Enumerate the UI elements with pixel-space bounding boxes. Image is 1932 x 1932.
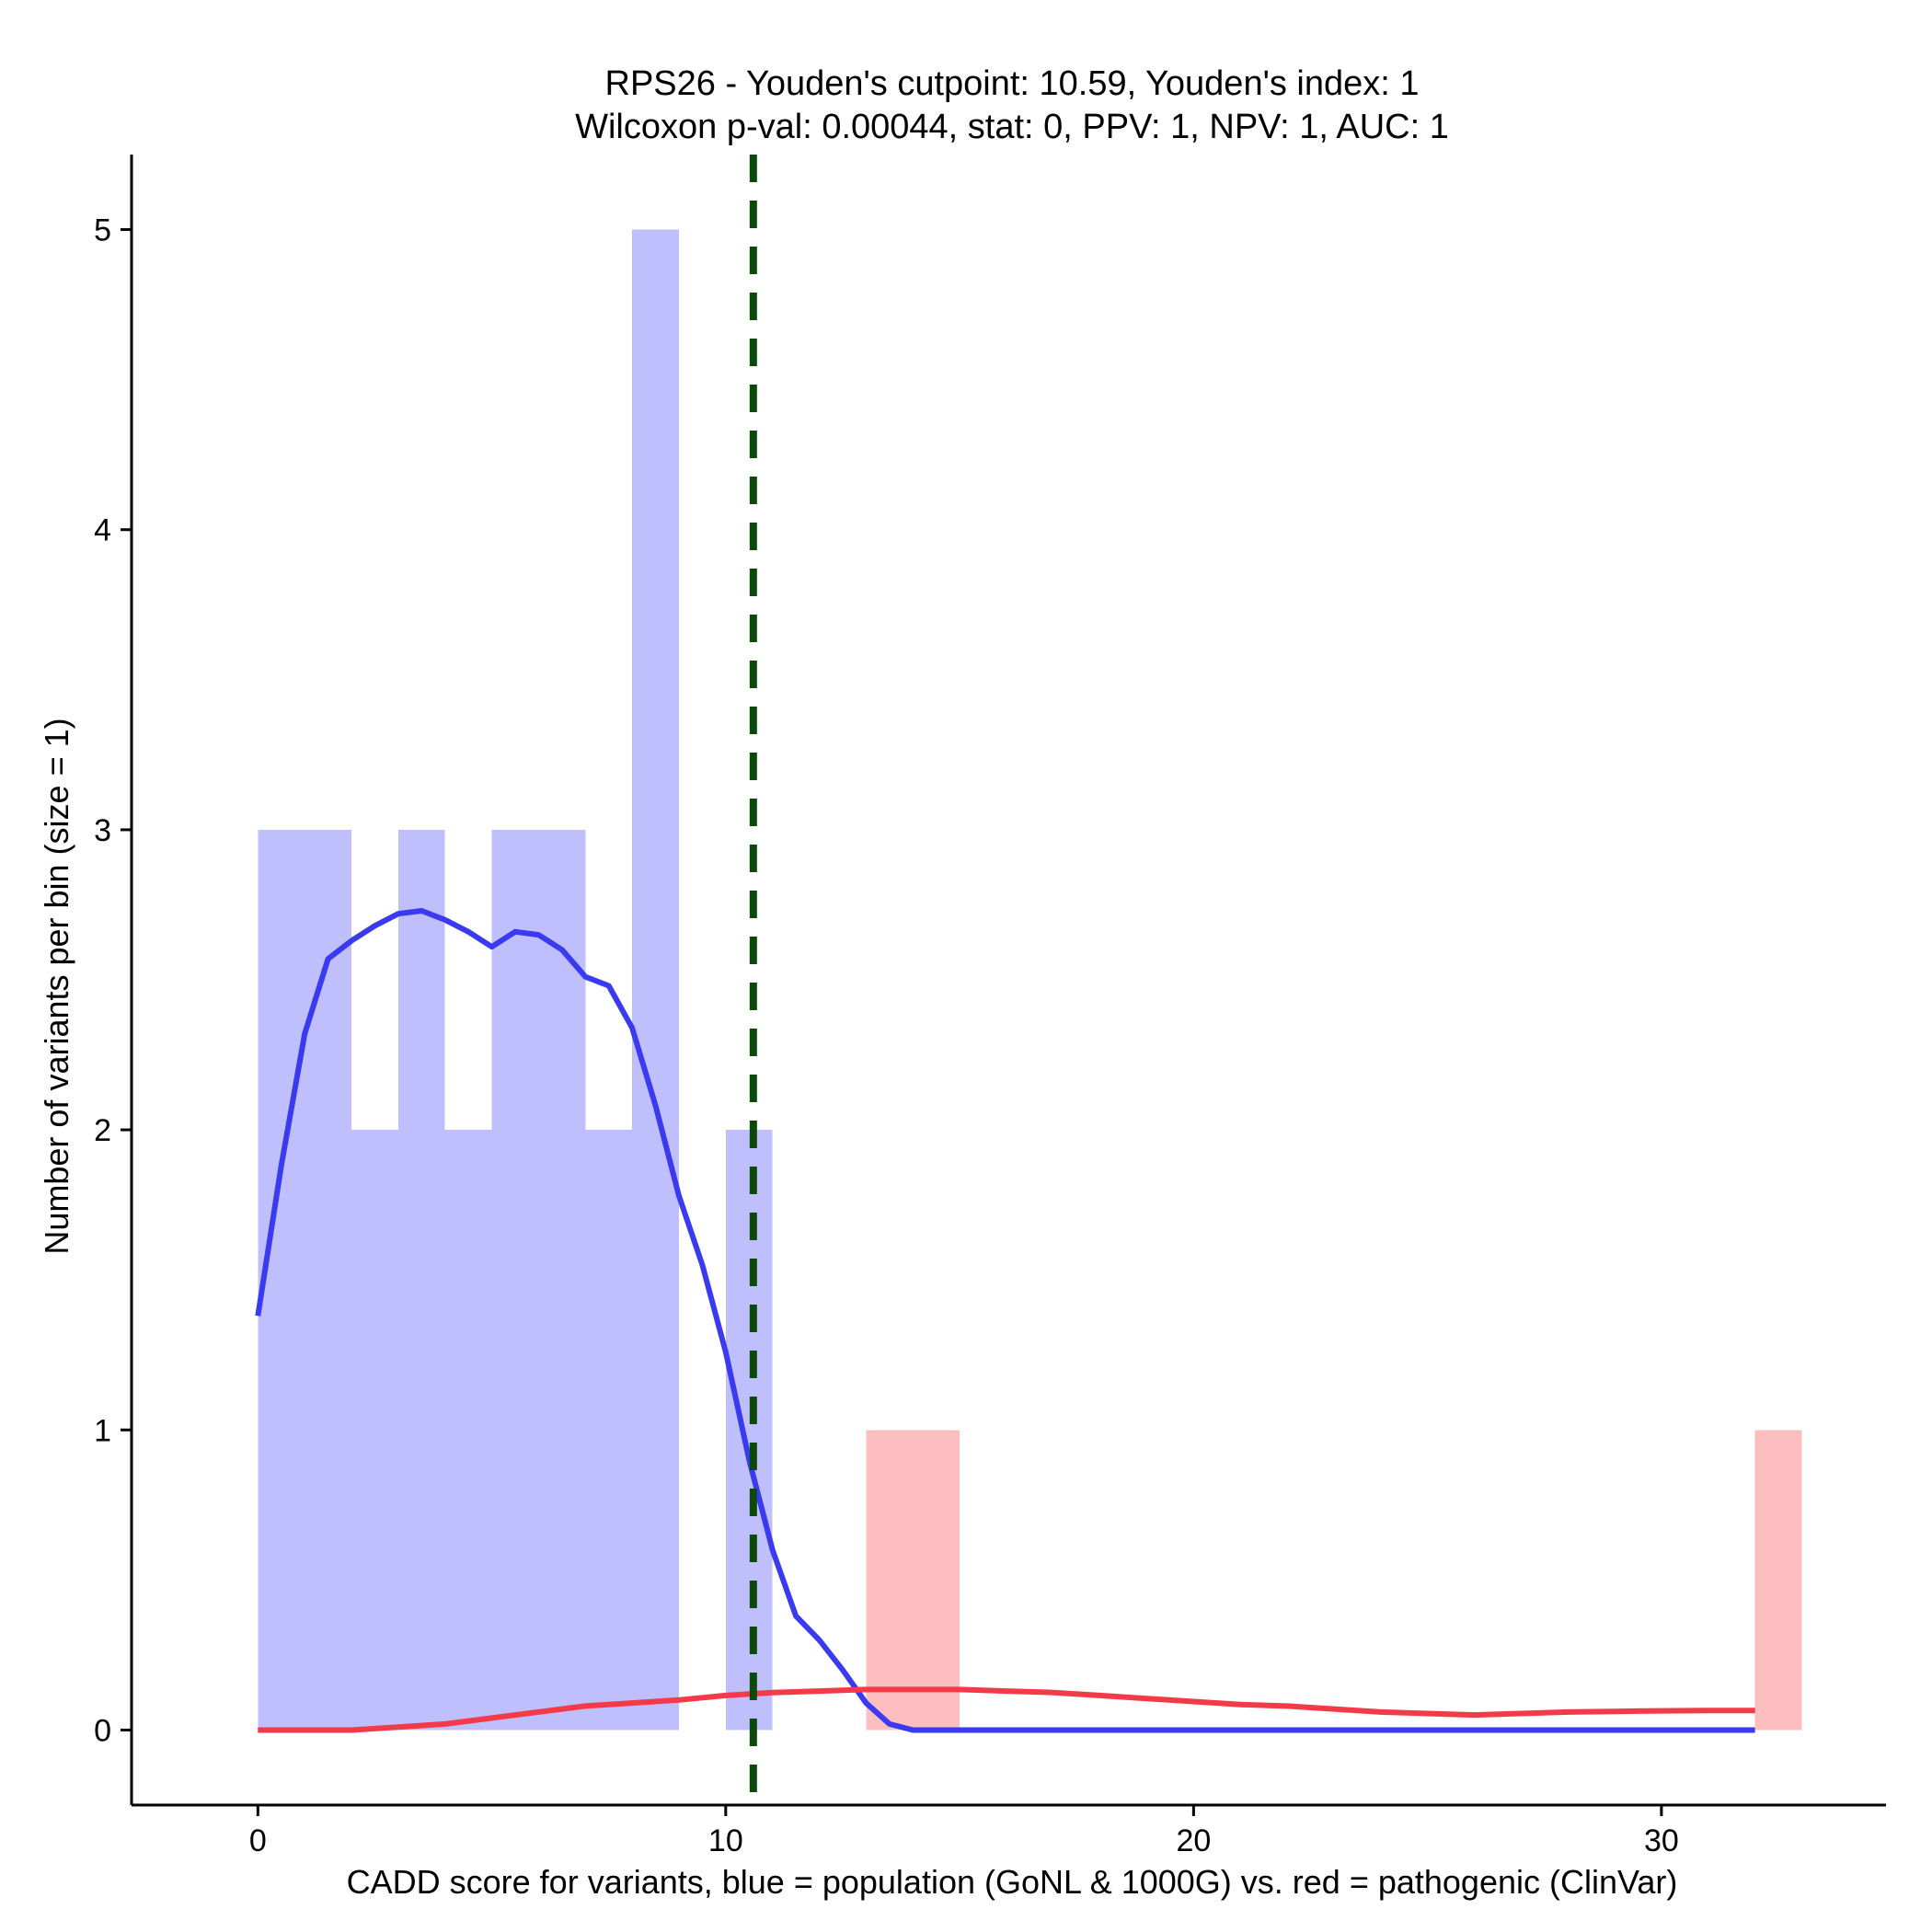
population-bar bbox=[585, 1130, 633, 1731]
y-tick-label: 5 bbox=[94, 213, 111, 248]
population-bar bbox=[444, 1130, 492, 1731]
population-bar bbox=[351, 1130, 398, 1731]
population-bar bbox=[491, 829, 539, 1731]
y-axis-title: Number of variants per bin (size = 1) bbox=[38, 718, 75, 1254]
axes-layer: 0 1 2 3 4 5 0 10 20 30 bbox=[94, 155, 1886, 1858]
pathogenic-bar bbox=[866, 1430, 914, 1731]
x-tick-label: 10 bbox=[708, 1823, 743, 1858]
x-tick-label: 20 bbox=[1176, 1823, 1211, 1858]
population-bar bbox=[305, 829, 352, 1731]
population-bar bbox=[397, 829, 445, 1731]
pathogenic-bar bbox=[913, 1430, 960, 1731]
y-tick-label: 4 bbox=[94, 513, 111, 548]
population-bar bbox=[725, 1130, 773, 1731]
population-bar bbox=[538, 829, 586, 1731]
pathogenic-density-line bbox=[258, 1686, 1755, 1733]
density-lines-layer bbox=[255, 155, 1755, 1805]
y-tick-label: 2 bbox=[94, 1113, 111, 1148]
population-bar bbox=[632, 229, 679, 1731]
x-tick-label: 0 bbox=[249, 1823, 267, 1858]
y-tick-label: 0 bbox=[94, 1713, 111, 1748]
chart-title-line-2: Wilcoxon p-val: 0.00044, stat: 0, PPV: 1… bbox=[575, 108, 1449, 146]
x-axis-title: CADD score for variants, blue = populati… bbox=[347, 1863, 1678, 1901]
x-tick-label: 30 bbox=[1644, 1823, 1679, 1858]
population-density-line bbox=[255, 908, 1755, 1733]
chart-title-line-1: RPS26 - Youden's cutpoint: 10.59, Youden… bbox=[605, 64, 1420, 103]
y-tick-label: 3 bbox=[94, 813, 111, 848]
y-tick-label: 1 bbox=[94, 1413, 111, 1448]
pathogenic-bar bbox=[1754, 1430, 1802, 1731]
bars-layer bbox=[258, 229, 1802, 1731]
